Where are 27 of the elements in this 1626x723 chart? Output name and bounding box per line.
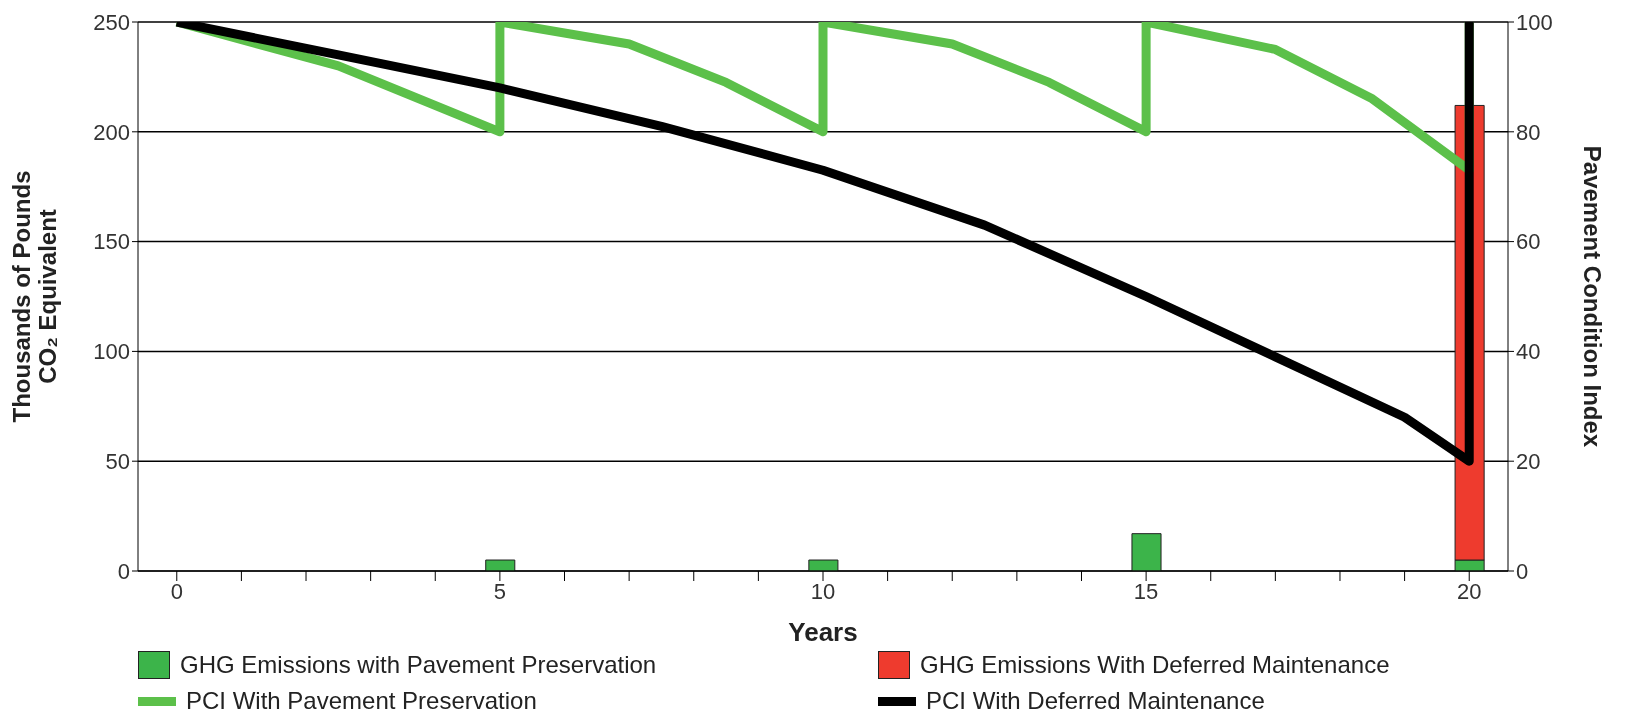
y2-tick-label: 20 [1516, 449, 1541, 475]
y2-tick-label: 60 [1516, 229, 1541, 255]
legend-label: PCI With Pavement Preservation [186, 687, 537, 715]
bar [808, 559, 839, 571]
x-tick-label: 20 [1456, 578, 1482, 604]
x-tick-label: 10 [810, 578, 836, 604]
x-tick-label: 0 [170, 578, 183, 604]
x-tick-label: 15 [1133, 578, 1159, 604]
legend-label: GHG Emissions With Deferred Maintenance [920, 651, 1390, 679]
y2-tick-label: 0 [1516, 558, 1529, 584]
y-tick-label: 150 [93, 229, 130, 255]
y-tick-label: 200 [93, 119, 130, 145]
y2-tick-label: 80 [1516, 119, 1541, 145]
y2-axis-title: Pavement Condition Index [1579, 145, 1606, 448]
y-tick-label: 50 [105, 449, 130, 475]
x-tick-label: 5 [493, 578, 507, 604]
y2-tick-label: 40 [1516, 339, 1541, 365]
bar [1131, 533, 1162, 571]
x-axis-title: Years [788, 617, 858, 647]
y-tick-label: 250 [93, 9, 130, 35]
legend-label: PCI With Deferred Maintenance [926, 687, 1265, 715]
legend-label: GHG Emissions with Pavement Preservation [180, 651, 657, 679]
y-tick-label: 100 [93, 339, 130, 365]
y-tick-label: 0 [117, 558, 130, 584]
bar [485, 559, 516, 571]
y2-tick-label: 100 [1516, 9, 1553, 35]
y-axis-title: Thousands of Pounds CO₂ Equivalent [8, 170, 61, 423]
